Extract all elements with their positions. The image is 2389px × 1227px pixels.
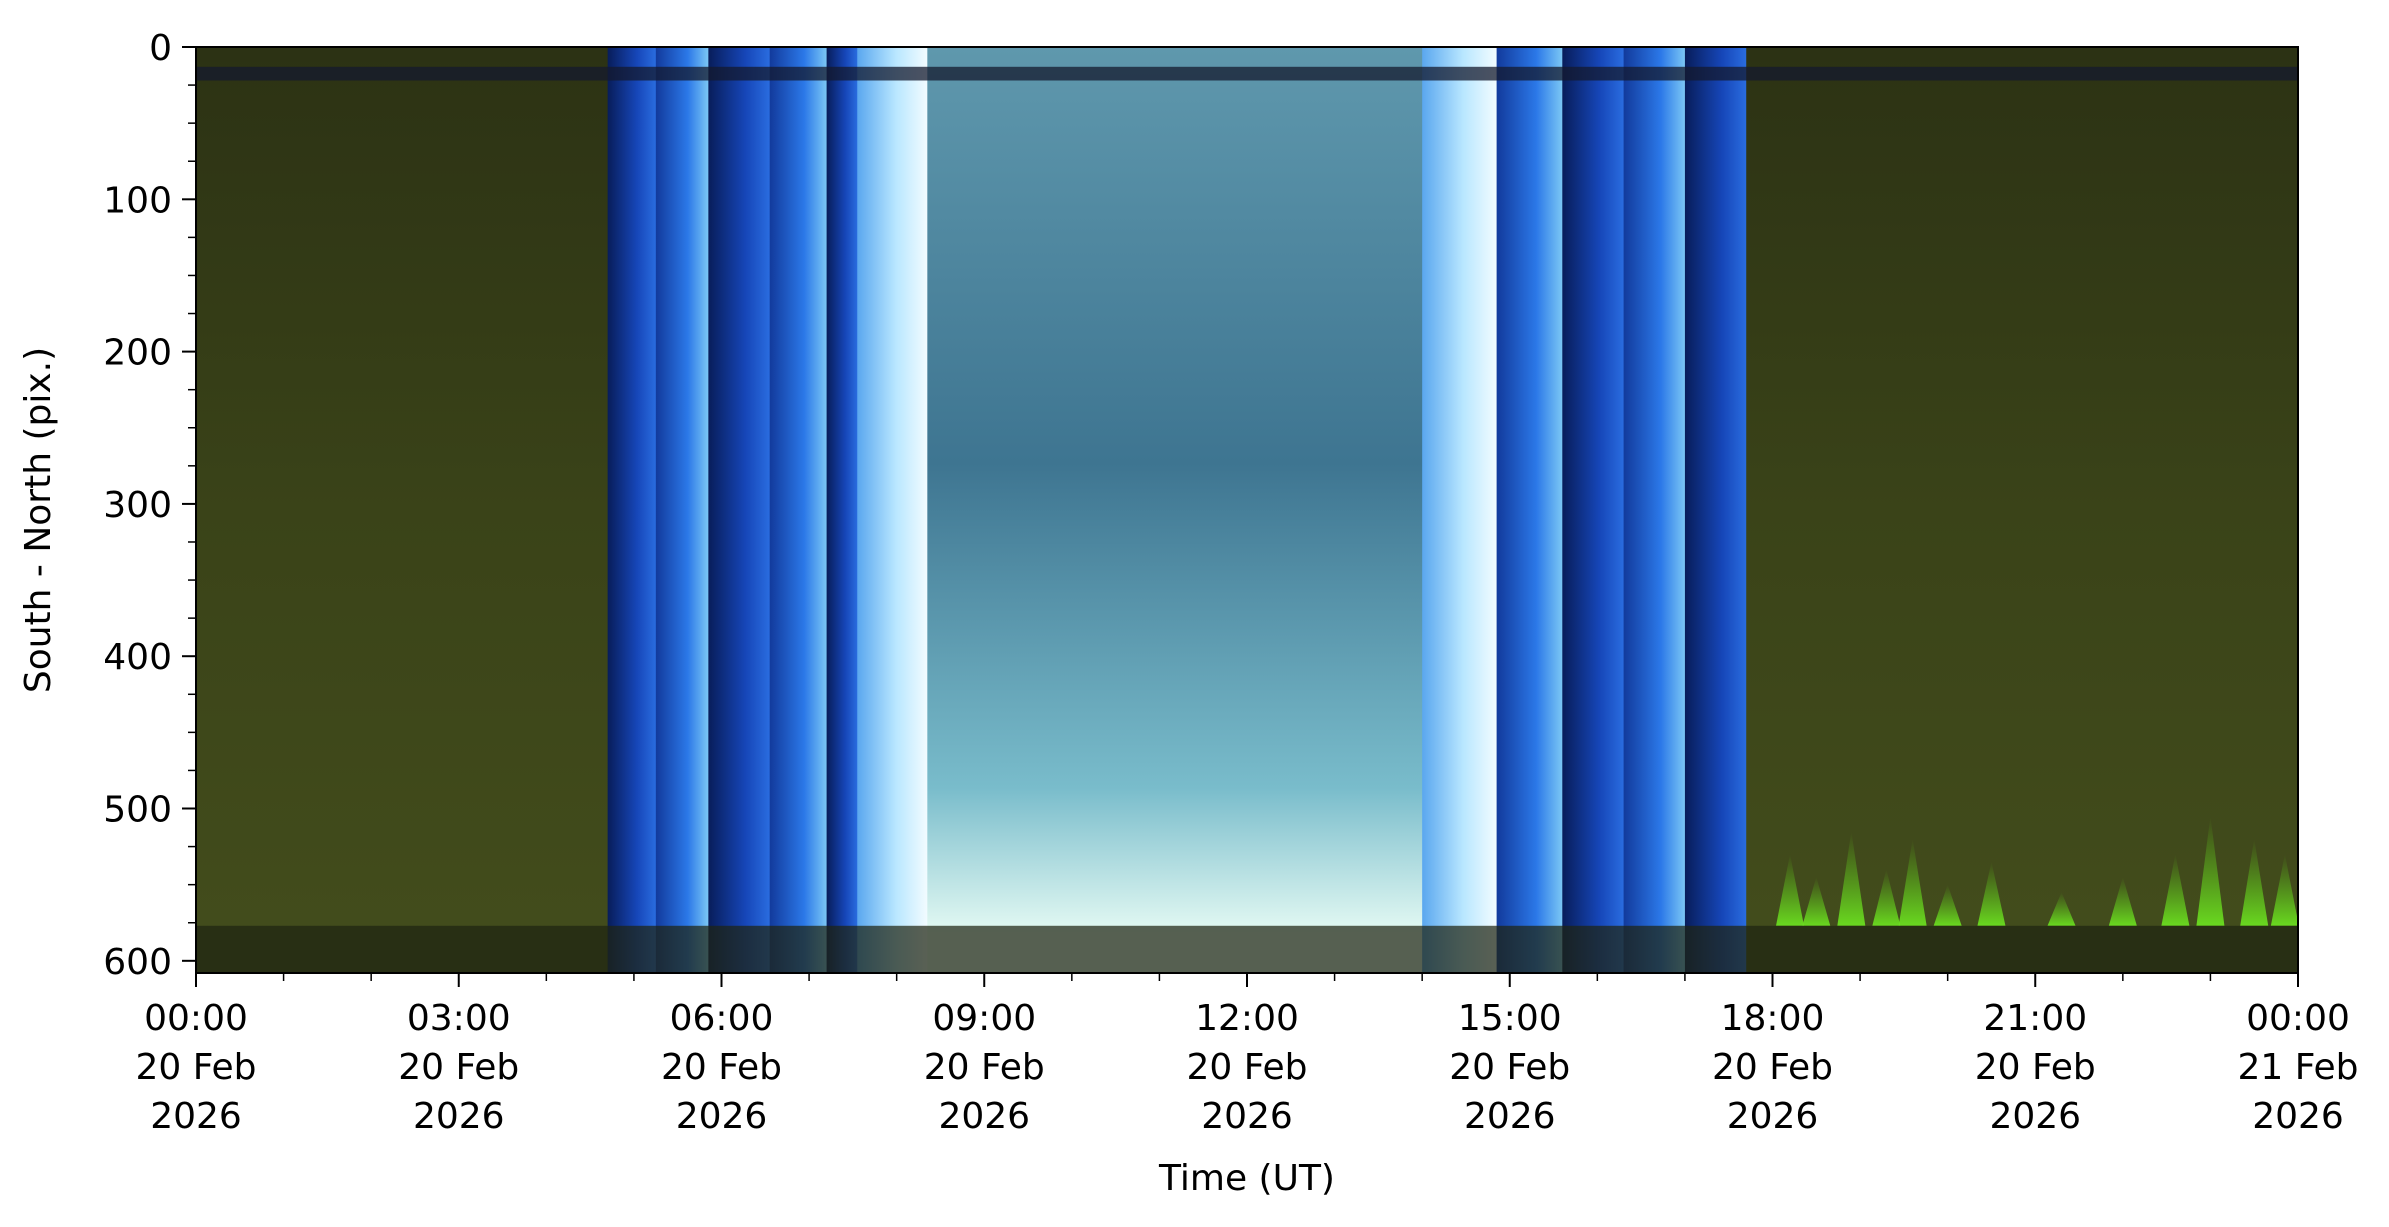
x-tick-label-line: 20 Feb xyxy=(398,1047,519,1088)
x-tick-label-line: 2026 xyxy=(1464,1096,1556,1137)
aurora-streak xyxy=(2196,816,2225,926)
x-tick-label: 06:00 20 Feb 2026 xyxy=(661,998,782,1137)
aurora-streak xyxy=(1977,861,2006,926)
x-tick-label-line: 2026 xyxy=(938,1096,1030,1137)
x-tick-label-line: 15:00 xyxy=(1458,998,1562,1039)
band-twilight_bright-6 xyxy=(857,47,928,973)
x-tick-label-line: 21 Feb xyxy=(2238,1047,2359,1088)
aurora-streak xyxy=(2161,854,2190,926)
band-twilight_deep-12 xyxy=(1684,47,1747,973)
x-tick-label: 03:00 20 Feb 2026 xyxy=(398,998,519,1137)
x-axis: 00:00 20 Feb 2026 03:00 20 Feb 2026 06:00 20 Fe… xyxy=(136,973,2359,1137)
aurora-streak xyxy=(2270,854,2298,926)
band-twilight_mid-9 xyxy=(1496,47,1563,973)
x-tick-label-line: 20 Feb xyxy=(924,1047,1045,1088)
band-twilight_deep-3 xyxy=(708,47,771,973)
aurora-streak xyxy=(1776,854,1805,926)
y-tick-label: 100 xyxy=(103,180,172,221)
y-tick-label: 0 xyxy=(149,28,172,69)
band-twilight_mid-2 xyxy=(655,47,709,973)
top-horizon-strip xyxy=(196,66,2298,81)
aurora-streak xyxy=(1837,831,1866,926)
x-tick-label-line: 00:00 xyxy=(2246,998,2350,1039)
aurora-streak xyxy=(1933,884,1962,926)
x-tick-label-line: 20 Feb xyxy=(1975,1047,2096,1088)
band-twilight_mid-4 xyxy=(769,47,828,973)
x-tick-label-line: 2026 xyxy=(676,1096,768,1137)
x-tick-label-line: 18:00 xyxy=(1721,998,1825,1039)
y-axis: 0 100 200 300 400 500 600 xyxy=(103,28,196,983)
y-tick-label: 400 xyxy=(103,637,172,678)
x-tick-label-line: 09:00 xyxy=(932,998,1036,1039)
x-tick-label-line: 2026 xyxy=(2252,1096,2344,1137)
x-tick-label-line: 20 Feb xyxy=(1449,1047,1570,1088)
x-tick-label: 00:00 20 Feb 2026 xyxy=(136,998,257,1137)
x-tick-label-line: 00:00 xyxy=(144,998,248,1039)
band-twilight_bright-8 xyxy=(1422,47,1498,973)
band-twilight_deep-1 xyxy=(607,47,657,973)
aurora-streak xyxy=(1872,869,1901,926)
band-twilight_mid-11 xyxy=(1623,47,1686,973)
aurora-streak xyxy=(2047,892,2076,926)
aurora-emission xyxy=(1776,816,2298,926)
aurora-streak xyxy=(1802,877,1831,926)
band-twilight_deep-5 xyxy=(826,47,858,973)
x-tick-label-line: 2026 xyxy=(150,1096,242,1137)
keogram-image xyxy=(196,47,2298,973)
y-axis-label: South - North (pix.) xyxy=(18,347,59,693)
band-night-13 xyxy=(1746,47,2298,973)
x-tick-label-line: 03:00 xyxy=(407,998,511,1039)
x-tick-label-line: 06:00 xyxy=(670,998,774,1039)
aurora-streak xyxy=(1898,838,1927,926)
x-tick-label: 18:00 20 Feb 2026 xyxy=(1712,998,1833,1137)
x-tick-label-line: 20 Feb xyxy=(136,1047,257,1088)
x-tick-label-line: 12:00 xyxy=(1195,998,1299,1039)
x-tick-label: 09:00 20 Feb 2026 xyxy=(924,998,1045,1137)
x-tick-label-line: 2026 xyxy=(413,1096,505,1137)
plot-area xyxy=(196,47,2298,973)
x-tick-label-line: 20 Feb xyxy=(1712,1047,1833,1088)
y-tick-label: 600 xyxy=(103,942,172,983)
x-tick-label: 15:00 20 Feb 2026 xyxy=(1449,998,1570,1137)
x-tick-label: 12:00 20 Feb 2026 xyxy=(1187,998,1308,1137)
y-tick-label: 300 xyxy=(103,485,172,526)
x-tick-label: 21:00 20 Feb 2026 xyxy=(1975,998,2096,1137)
x-tick-label-line: 2026 xyxy=(1989,1096,2081,1137)
x-tick-label-line: 20 Feb xyxy=(661,1047,782,1088)
x-tick-label: 00:00 21 Feb 2026 xyxy=(2238,998,2359,1137)
bottom-horizon-strip xyxy=(196,925,2298,973)
aurora-streak xyxy=(2240,838,2269,926)
x-axis-label: Time (UT) xyxy=(1158,1158,1335,1199)
y-tick-label: 500 xyxy=(103,790,172,831)
aurora-streak xyxy=(2108,877,2137,926)
band-day-7 xyxy=(927,47,1423,973)
x-tick-label-line: 2026 xyxy=(1727,1096,1819,1137)
x-tick-label-line: 20 Feb xyxy=(1187,1047,1308,1088)
x-tick-label-line: 21:00 xyxy=(1983,998,2087,1039)
band-twilight_deep-10 xyxy=(1562,47,1625,973)
x-tick-label-line: 2026 xyxy=(1201,1096,1293,1137)
y-tick-label: 200 xyxy=(103,333,172,374)
band-night-0 xyxy=(196,47,609,973)
